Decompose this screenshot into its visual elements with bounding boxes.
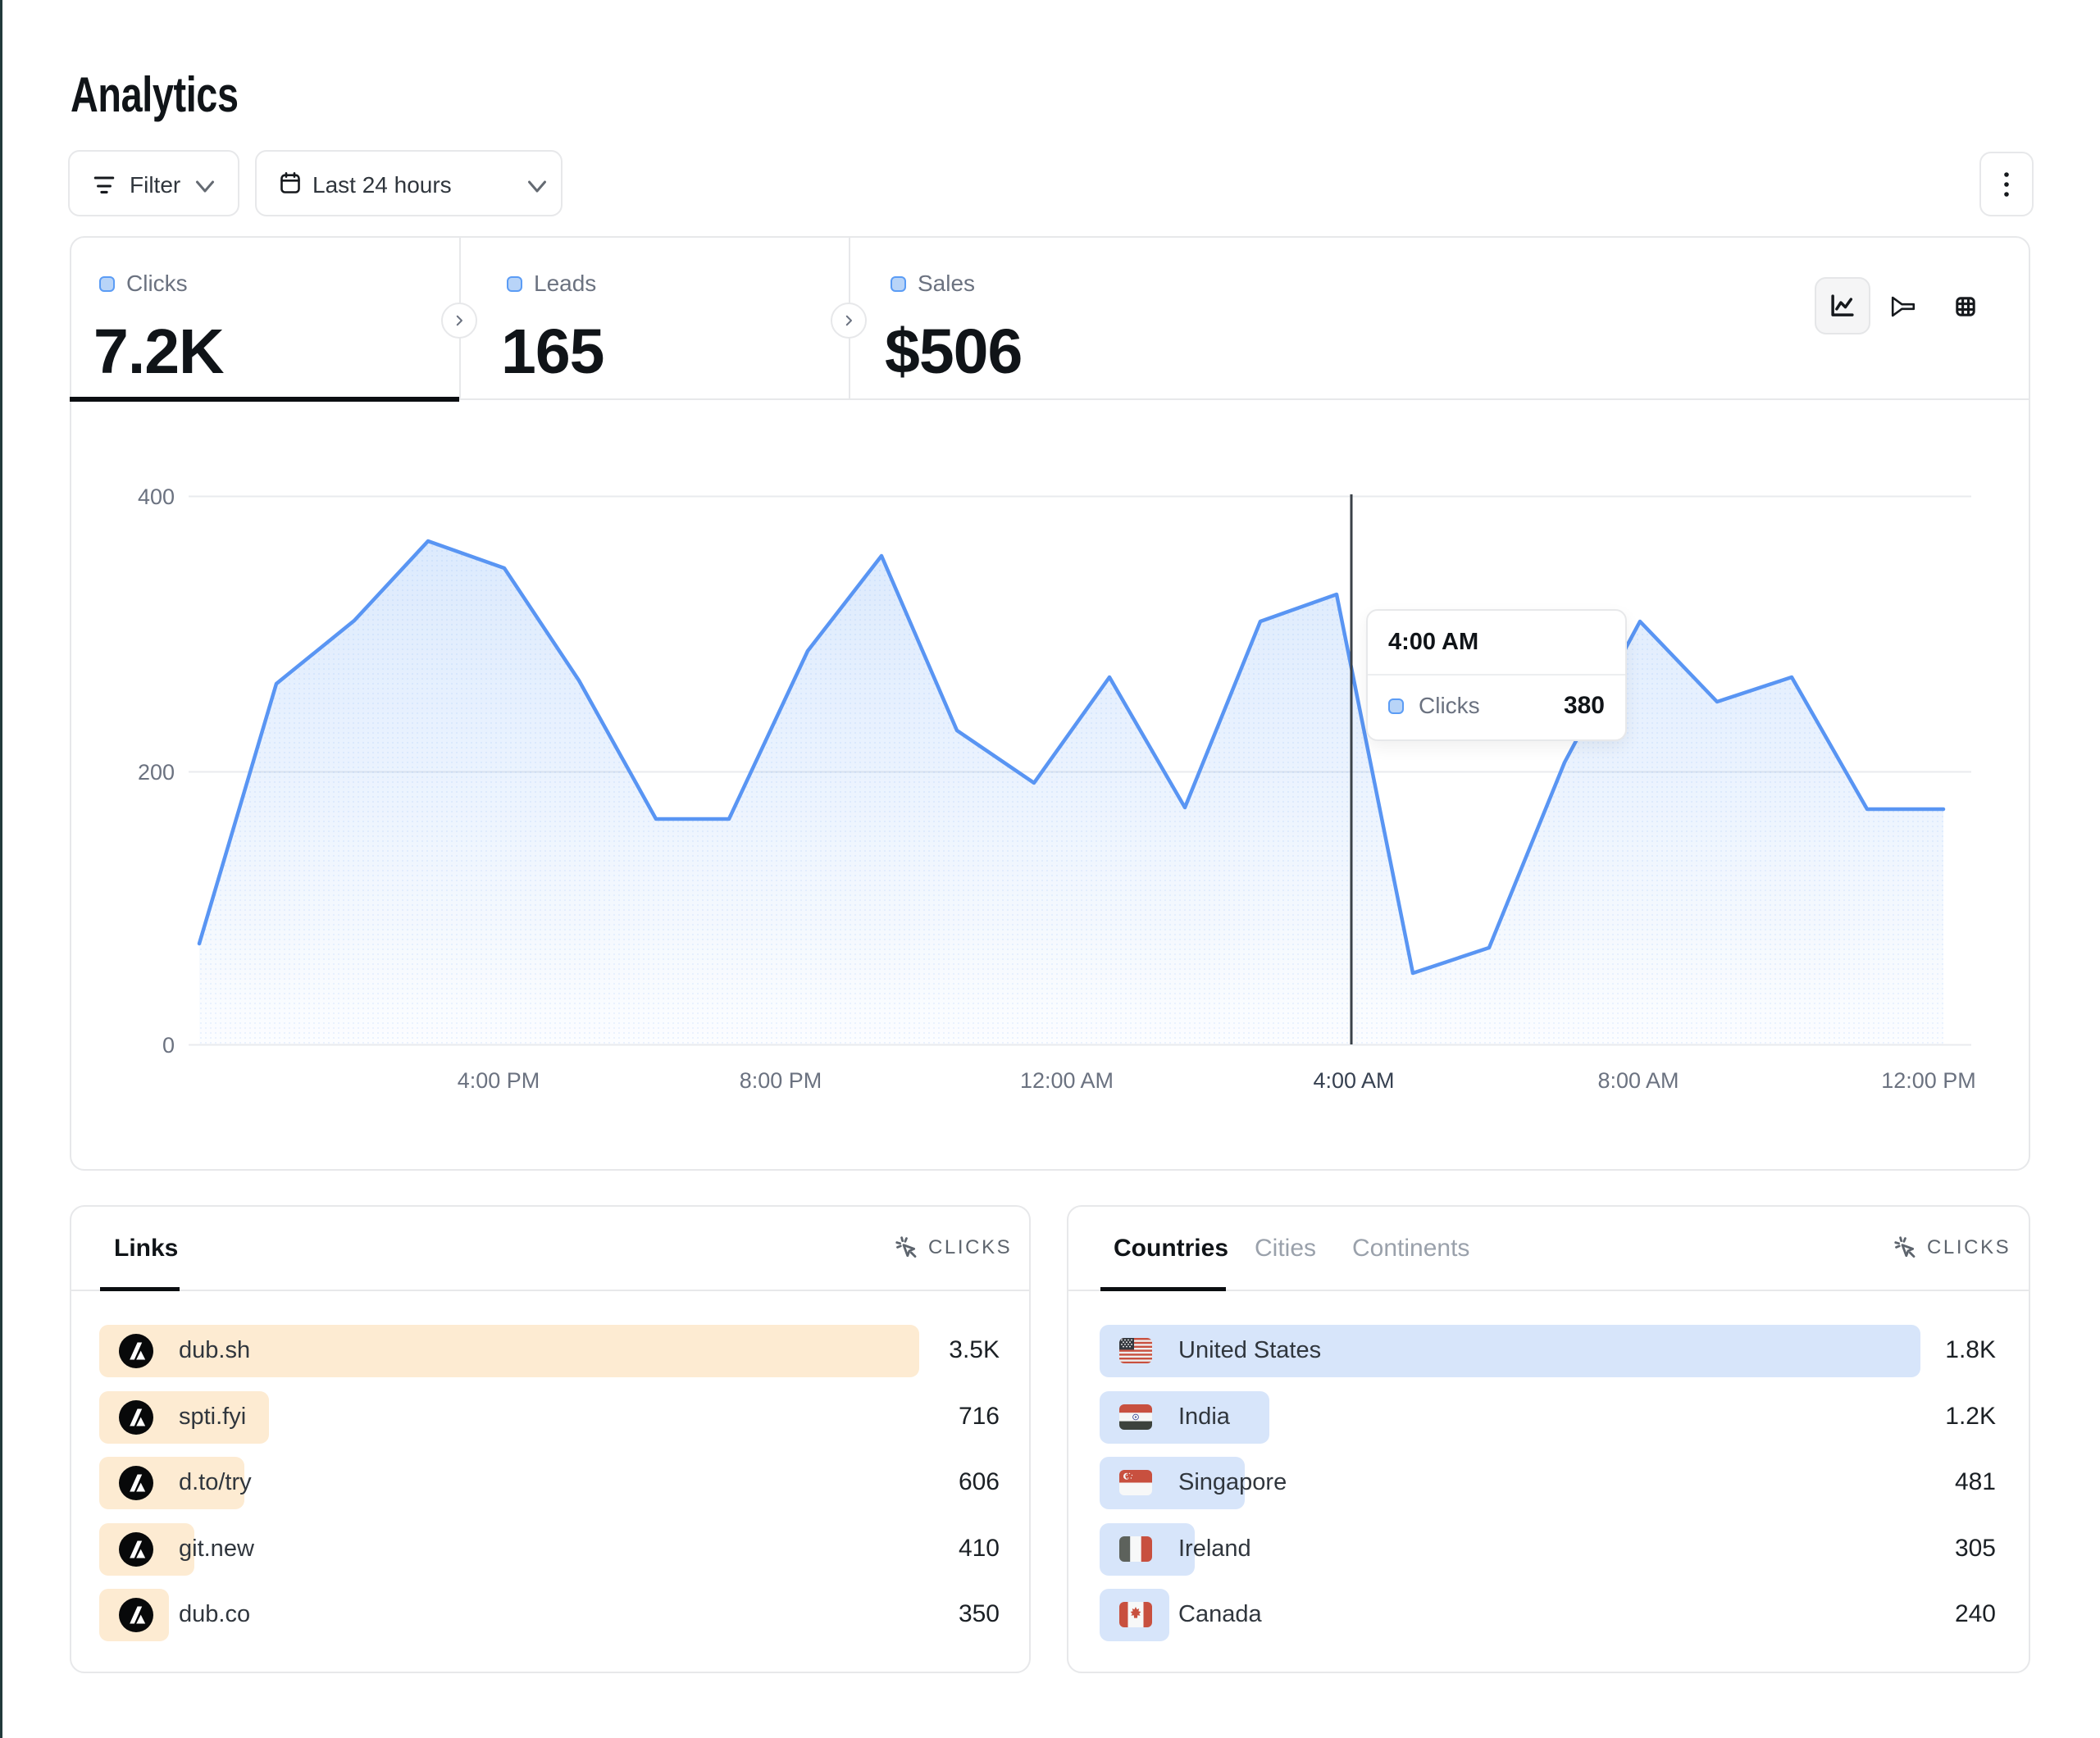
svg-text:12:00 PM: 12:00 PM <box>1881 1068 1976 1093</box>
svg-text:8:00 PM: 8:00 PM <box>740 1068 822 1093</box>
svg-text:4:00 AM: 4:00 AM <box>1313 1068 1394 1093</box>
svg-text:0: 0 <box>162 1033 175 1058</box>
svg-text:200: 200 <box>138 760 175 785</box>
svg-text:8:00 AM: 8:00 AM <box>1597 1068 1679 1093</box>
svg-text:4:00 PM: 4:00 PM <box>458 1068 540 1093</box>
svg-text:400: 400 <box>138 485 175 509</box>
svg-text:12:00 AM: 12:00 AM <box>1020 1068 1114 1093</box>
